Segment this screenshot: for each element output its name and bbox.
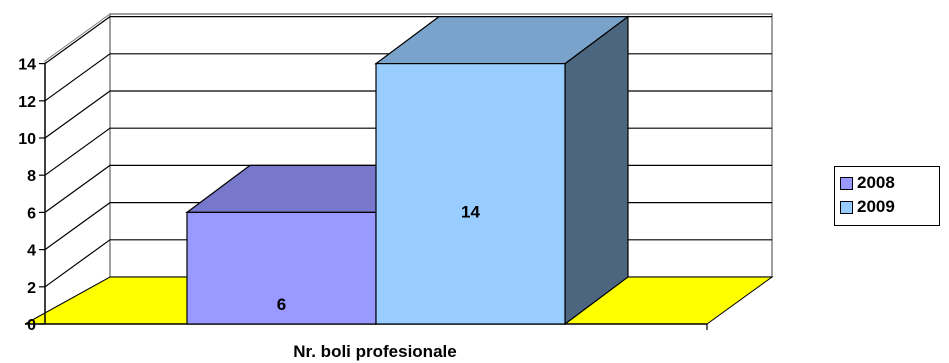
y-tick-label-10: 10 — [18, 131, 36, 148]
bar-2008-front — [186, 211, 377, 325]
category-label: Nr. boli profesionale — [293, 342, 456, 361]
y-tick-label-6: 6 — [27, 205, 36, 222]
bars — [185, 15, 630, 326]
y-tick-label-12: 12 — [18, 94, 36, 111]
bar-2009-front — [375, 62, 566, 325]
legend-label-2009: 2009 — [857, 197, 895, 216]
legend: 2008 2009 — [834, 166, 940, 226]
category-labels: Nr. boli profesionale — [293, 342, 456, 361]
legend-swatch-2008 — [840, 176, 853, 190]
legend-label-2008: 2008 — [857, 173, 895, 192]
data-labels: 6 14 — [277, 203, 481, 314]
y-axis-ticks: 0 2 4 6 8 10 12 14 — [18, 57, 45, 334]
data-label-2008: 6 — [277, 295, 286, 314]
y-tick-label-4: 4 — [27, 243, 36, 260]
legend-swatch-2009 — [840, 200, 853, 214]
legend-item-2008: 2008 — [840, 171, 939, 195]
y-tick-label-14: 14 — [18, 57, 36, 74]
bar-2009-side — [564, 15, 629, 326]
y-tick-label-0: 0 — [27, 317, 36, 334]
y-tick-label-8: 8 — [27, 168, 36, 185]
data-label-2009: 14 — [461, 203, 480, 222]
y-tick-label-2: 2 — [27, 280, 36, 297]
legend-item-2009: 2009 — [840, 195, 939, 219]
